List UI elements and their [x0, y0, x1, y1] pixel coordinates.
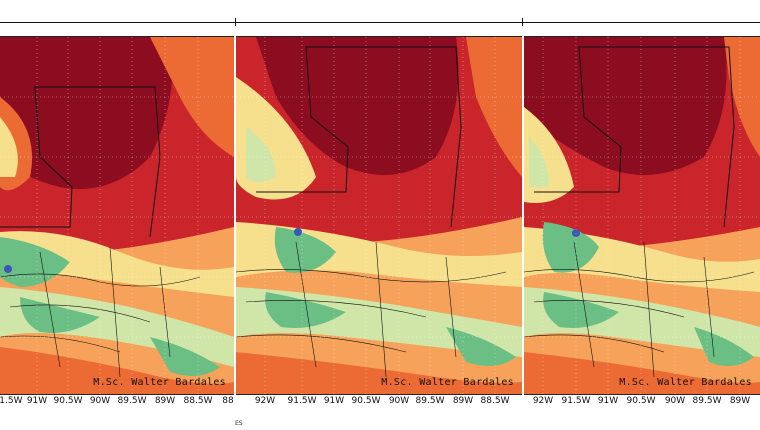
x-tick-label: 88.5W — [480, 396, 510, 406]
x-tick-label: 90W — [388, 396, 410, 406]
x-axis-2: 92W 91.5W 91W 90.5W 90W 89.5W 89W 88.5W — [236, 396, 522, 410]
credit-label: M.Sc. Walter Bardales — [93, 377, 226, 388]
x-tick-label: 89.5W — [692, 396, 722, 406]
x-tick-label: 89.5W — [415, 396, 445, 406]
credit-label: M.Sc. Walter Bardales — [619, 377, 752, 388]
credit-label: M.Sc. Walter Bardales — [381, 377, 514, 388]
x-tick-label: 89.5W — [117, 396, 147, 406]
x-tick-label: 90.5W — [351, 396, 381, 406]
x-tick-label: 90W — [89, 396, 111, 406]
precip-map-1 — [0, 37, 234, 394]
x-tick-label: 91.5W — [0, 396, 23, 406]
x-tick-label: 91W — [323, 396, 345, 406]
x-tick-label: 90.5W — [626, 396, 656, 406]
x-tick-label: 91.5W — [287, 396, 317, 406]
x-tick-label: 91.5W — [561, 396, 591, 406]
map-panel-2: M.Sc. Walter Bardales — [236, 36, 522, 395]
x-tick-label: 92W — [532, 396, 554, 406]
map-panel-3: M.Sc. Walter Bardales — [524, 36, 760, 395]
x-tick-label: 88 — [222, 396, 234, 406]
x-tick-label: 92W — [254, 396, 276, 406]
top-border-line — [0, 22, 760, 23]
precip-map-3 — [524, 37, 760, 394]
map-panel-1: M.Sc. Walter Bardales — [0, 36, 234, 395]
footer-small-label: ES — [235, 420, 243, 427]
x-tick-label: 88.5W — [183, 396, 213, 406]
top-divider-tick — [522, 18, 523, 26]
x-tick-label: 90W — [664, 396, 686, 406]
x-tick-label: 89W — [729, 396, 751, 406]
x-tick-label: 89W — [452, 396, 474, 406]
x-tick-label: 90.5W — [53, 396, 83, 406]
x-axis-1: 91.5W 91W 90.5W 90W 89.5W 89W 88.5W 88 — [0, 396, 234, 410]
x-tick-label: 91W — [597, 396, 619, 406]
precip-map-2 — [236, 37, 522, 394]
top-divider-tick — [235, 18, 236, 26]
x-tick-label: 91W — [26, 396, 48, 406]
x-axis-3: 92W 91.5W 91W 90.5W 90W 89.5W 89W — [524, 396, 760, 410]
x-tick-label: 89W — [154, 396, 176, 406]
